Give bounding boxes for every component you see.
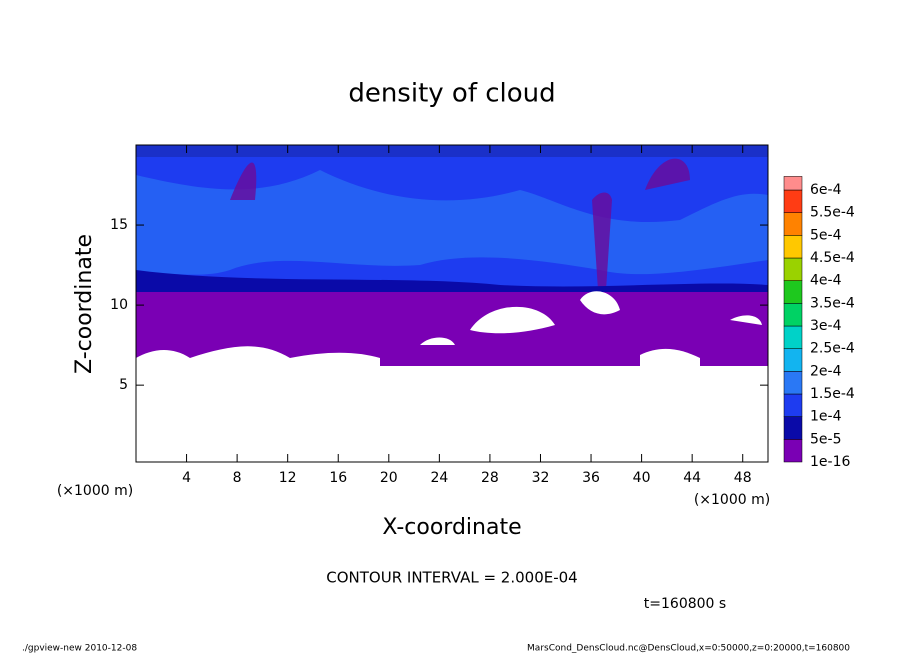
colorbar-label: 5e-5 (810, 431, 841, 447)
footer-right: MarsCond_DensCloud.nc@DensCloud,x=0:5000… (527, 644, 850, 654)
chart-title: density of cloud (348, 79, 555, 109)
x-tick-label: 48 (734, 470, 752, 486)
colorbar-segment (783, 325, 803, 349)
colorbar-segment (783, 439, 803, 463)
contour-interval: CONTOUR INTERVAL = 2.000E-04 (326, 569, 577, 587)
y-axis-label: Z-coordinate (72, 234, 97, 374)
y-tick-label: 15 (110, 217, 128, 233)
colorbar-segment (783, 257, 803, 281)
x-tick-label: 44 (683, 470, 701, 486)
x-tick-label: 16 (329, 470, 347, 486)
colorbar-segment (783, 416, 803, 440)
x-tick-label: 8 (233, 470, 242, 486)
colorbar-segment (783, 371, 803, 395)
x-unit: (×1000 m) (694, 492, 770, 508)
colorbar-segment (783, 348, 803, 372)
colorbar-label: 6e-4 (810, 182, 842, 198)
y-unit: (×1000 m) (57, 483, 133, 499)
footer-left: ./gpview-new 2010-12-08 (22, 644, 137, 654)
contour-field (136, 145, 768, 462)
x-tick-label: 12 (279, 470, 297, 486)
x-tick-label: 40 (633, 470, 651, 486)
time-label: t=160800 s (644, 596, 726, 612)
x-tick-label: 32 (532, 470, 550, 486)
colorbar-label: 3.5e-4 (810, 295, 855, 311)
colorbar-segment (783, 303, 803, 327)
x-tick-label: 28 (481, 470, 499, 486)
colorbar-segment (783, 393, 803, 417)
colorbar-segment (783, 176, 803, 191)
colorbar-segment (783, 235, 803, 259)
colorbar-label: 2e-4 (810, 363, 842, 379)
y-tick-label: 5 (119, 377, 128, 393)
plot-frame (135, 144, 769, 463)
colorbar-label: 4.5e-4 (810, 250, 855, 266)
x-tick-label: 24 (430, 470, 448, 486)
x-axis-label: X-coordinate (382, 515, 521, 540)
colorbar-label: 1.5e-4 (810, 386, 855, 402)
colorbar-label: 5.5e-4 (810, 205, 855, 221)
colorbar-label: 4e-4 (810, 273, 842, 289)
x-tick-label: 4 (182, 470, 191, 486)
colorbar-label: 5e-4 (810, 227, 842, 243)
x-tick-label: 36 (582, 470, 600, 486)
colorbar-label: 1e-4 (810, 409, 842, 425)
colorbar-label: 1e-16 (810, 454, 850, 470)
colorbar-segment (783, 189, 803, 213)
x-tick-label: 20 (380, 470, 398, 486)
colorbar-segment (783, 212, 803, 236)
colorbar-label: 2.5e-4 (810, 341, 855, 357)
colorbar-label: 3e-4 (810, 318, 842, 334)
colorbar-segment (783, 280, 803, 304)
y-tick-label: 10 (110, 297, 128, 313)
